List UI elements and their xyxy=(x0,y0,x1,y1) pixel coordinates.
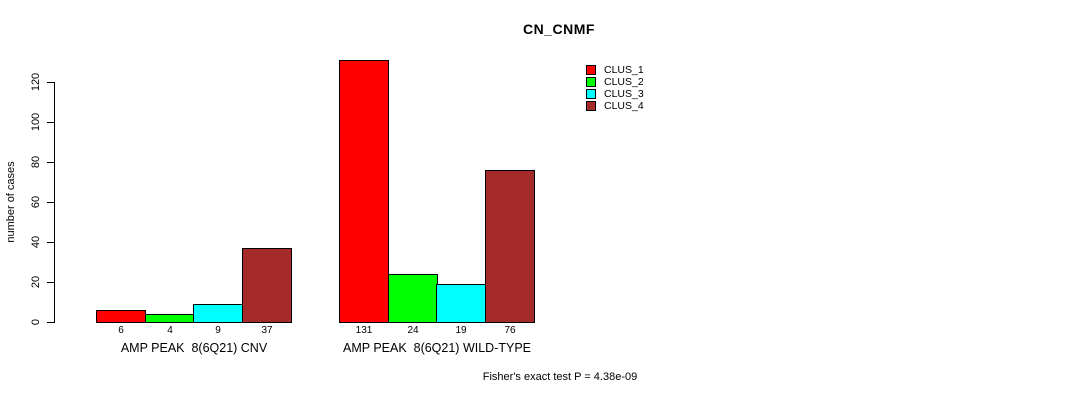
bar-clus_3-group2 xyxy=(436,284,486,323)
bar-clus_4-group2 xyxy=(485,170,535,323)
bar-value-label: 9 xyxy=(215,325,221,336)
stat-annotation: Fisher's exact test P = 4.38e-09 xyxy=(482,371,638,383)
bar-value-label: 6 xyxy=(118,325,124,336)
y-tick-mark xyxy=(47,162,54,163)
y-axis-line xyxy=(54,82,55,323)
y-tick-label: 20 xyxy=(30,275,42,289)
bar-value-label: 37 xyxy=(261,325,273,336)
bar-value-label: 24 xyxy=(407,325,419,336)
bar-clus_3-group1 xyxy=(193,304,243,323)
y-tick-mark xyxy=(47,242,54,243)
bar-value-label: 131 xyxy=(355,325,373,336)
chart-title: CN_CNMF xyxy=(523,21,595,37)
y-tick-mark xyxy=(47,322,54,323)
bar-clus_1-group1 xyxy=(96,310,146,323)
legend-label: CLUS_3 xyxy=(604,88,644,100)
group-label: AMP PEAK 8(6Q21) CNV xyxy=(120,341,268,355)
y-tick-label: 120 xyxy=(30,72,42,92)
y-tick-mark xyxy=(47,82,54,83)
bar-clus_4-group1 xyxy=(242,248,292,323)
y-tick-mark xyxy=(47,122,54,123)
y-tick-label: 80 xyxy=(30,155,42,169)
y-tick-label: 60 xyxy=(30,195,42,209)
bar-value-label: 76 xyxy=(504,325,516,336)
bar-value-label: 4 xyxy=(167,325,173,336)
legend-label: CLUS_1 xyxy=(604,64,644,76)
bar-clus_1-group2 xyxy=(339,60,389,323)
group-label: AMP PEAK 8(6Q21) WILD-TYPE xyxy=(342,341,532,355)
bar-value-label: 19 xyxy=(455,325,467,336)
y-axis-title: number of cases xyxy=(5,161,17,243)
legend-swatch-clus_4 xyxy=(586,101,596,111)
legend-swatch-clus_2 xyxy=(586,77,596,87)
legend-label: CLUS_4 xyxy=(604,100,644,112)
legend-swatch-clus_1 xyxy=(586,65,596,75)
legend-label: CLUS_2 xyxy=(604,76,644,88)
y-tick-mark xyxy=(47,282,54,283)
y-tick-mark xyxy=(47,202,54,203)
y-tick-label: 0 xyxy=(30,318,42,326)
y-tick-label: 40 xyxy=(30,235,42,249)
bar-clus_2-group2 xyxy=(388,274,438,323)
legend-swatch-clus_3 xyxy=(586,89,596,99)
y-tick-label: 100 xyxy=(30,112,42,132)
bar-clus_2-group1 xyxy=(145,314,195,323)
